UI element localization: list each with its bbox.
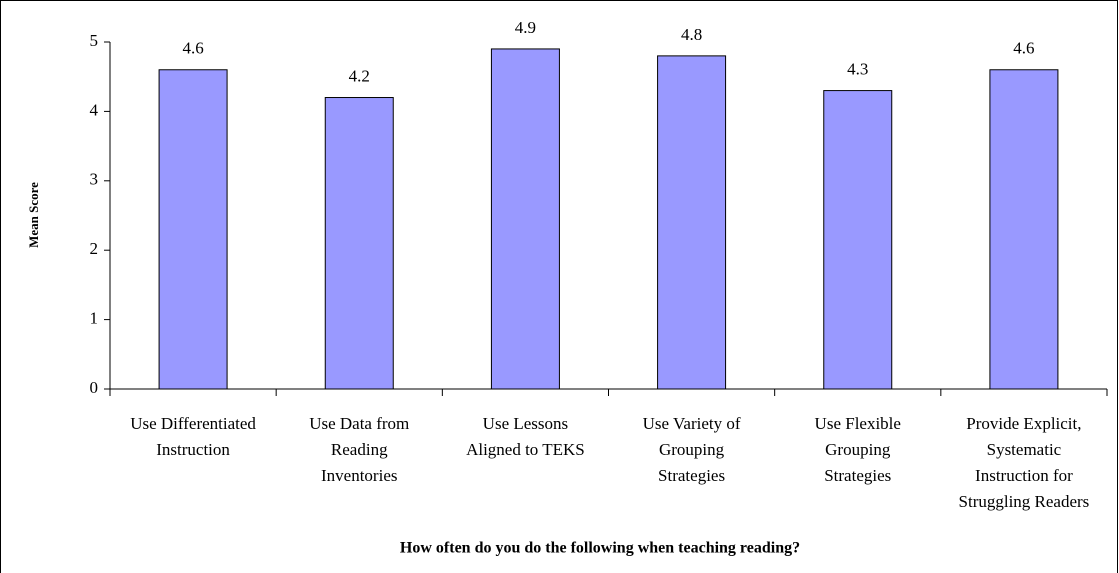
bar (823, 90, 893, 390)
bar (490, 48, 560, 390)
x-tick-label: Strategies (658, 466, 725, 485)
y-tick-label: 3 (90, 170, 99, 189)
x-tick-label: Instruction (156, 440, 230, 459)
x-tick-label: Use Lessons (483, 414, 568, 433)
data-label: 4.6 (1013, 39, 1034, 58)
x-tick-label: Grouping (659, 440, 725, 459)
y-tick-label: 1 (90, 309, 99, 328)
y-tick-label: 0 (90, 378, 99, 397)
x-tick-label: Grouping (825, 440, 891, 459)
bar (657, 55, 727, 390)
data-label: 4.6 (182, 39, 203, 58)
data-label: 4.3 (847, 59, 868, 78)
x-tick-label: Inventories (321, 466, 397, 485)
y-axis-title: Mean Score (26, 182, 41, 248)
data-label: 4.2 (349, 66, 370, 85)
x-tick-label: Use Flexible (815, 414, 901, 433)
bar (989, 69, 1059, 390)
data-label: 4.8 (681, 25, 702, 44)
x-tick-label: Use Differentiated (130, 414, 256, 433)
bar (324, 97, 394, 390)
x-tick-label: Provide Explicit, (966, 414, 1081, 433)
data-label: 4.9 (515, 18, 536, 37)
y-tick-label: 4 (90, 100, 99, 119)
x-tick-label: Reading (331, 440, 388, 459)
x-tick-label: Use Variety of (643, 414, 741, 433)
y-tick-label: 5 (90, 31, 99, 50)
y-tick-label: 2 (90, 239, 99, 258)
x-tick-label: Use Data from (309, 414, 409, 433)
x-tick-label: Instruction for (975, 466, 1073, 485)
x-tick-label: Systematic (987, 440, 1062, 459)
x-tick-label: Struggling Readers (959, 492, 1090, 511)
x-tick-label: Strategies (824, 466, 891, 485)
x-axis-title: How often do you do the following when t… (400, 540, 800, 557)
bar (158, 69, 228, 390)
x-tick-label: Aligned to TEKS (466, 440, 585, 459)
